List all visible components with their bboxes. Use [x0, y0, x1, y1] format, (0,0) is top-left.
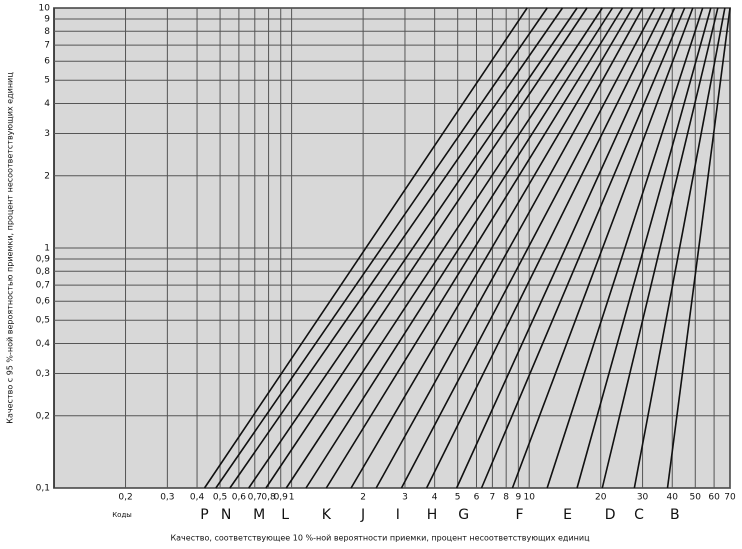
x-tick-label: 0,5 [213, 493, 227, 503]
series-line [203, 7, 528, 489]
y-axis-label: Качество с 95 %-ной вероятностью приемки… [6, 72, 15, 424]
series-line [480, 7, 686, 489]
x-tick-label: 10 [523, 493, 535, 503]
series-line [229, 7, 564, 489]
series-line [633, 7, 726, 489]
x-tick-label: 30 [637, 493, 649, 503]
x-tick-label: 50 [690, 493, 702, 503]
y-tick-label: 2 [44, 171, 50, 181]
series-line [400, 7, 656, 489]
series-line [576, 7, 712, 489]
x-tick-label: 20 [595, 493, 607, 503]
series-line [215, 7, 548, 489]
x-tick-label: 0,7 [248, 493, 262, 503]
code-label: D [605, 507, 616, 523]
y-tick-label: 7 [44, 41, 50, 51]
y-tick-label: 1 [44, 244, 50, 254]
x-tick-label: 0,6 [232, 493, 247, 503]
series-line [285, 7, 603, 489]
series-line [425, 7, 666, 489]
series-line [546, 7, 704, 489]
code-label: B [670, 507, 680, 523]
code-label: F [515, 507, 523, 523]
y-tick-label: 0,3 [36, 369, 50, 379]
x-tick-label: 6 [474, 493, 480, 503]
series-line [601, 7, 719, 489]
y-tick-label: 9 [44, 14, 50, 24]
x-tick-label: 60 [708, 493, 720, 503]
code-label: H [427, 507, 438, 523]
y-tick-label: 6 [44, 57, 50, 67]
series-line [666, 7, 731, 489]
x-tick-label: 0,8 [261, 493, 276, 503]
y-tick-label: 0,1 [36, 484, 50, 494]
y-tick-label: 3 [44, 129, 50, 139]
y-tick-label: 0,7 [36, 281, 50, 291]
series-line [511, 7, 694, 489]
x-tick-label: 0,9 [274, 493, 289, 503]
x-tick-label: 70 [724, 493, 736, 503]
x-tick-label: 4 [432, 493, 438, 503]
series-line [265, 7, 588, 489]
x-tick-label: 0,2 [118, 493, 132, 503]
code-label: L [281, 507, 289, 523]
y-tick-label: 0,6 [36, 297, 51, 307]
y-tick-label: 0,4 [36, 339, 51, 349]
code-label: G [458, 507, 469, 523]
y-tick-label: 8 [44, 27, 50, 37]
y-tick-label: 5 [44, 76, 50, 86]
x-axis-label: Качество, соответствующее 10 %-ной вероя… [170, 534, 590, 543]
series-line [375, 7, 644, 489]
x-tick-label: 0,4 [190, 493, 205, 503]
codes-label: Коды [112, 511, 132, 519]
x-tick-label: 7 [490, 493, 496, 503]
series-line [325, 7, 624, 489]
y-tick-label: 0,8 [36, 267, 51, 277]
code-label: J [360, 507, 365, 523]
code-label: P [200, 507, 208, 523]
x-tick-label: 1 [289, 493, 295, 503]
y-tick-label: 0,5 [36, 316, 50, 326]
x-tick-label: 5 [455, 493, 461, 503]
code-label: K [322, 507, 332, 523]
y-tick-label: 10 [39, 4, 51, 14]
x-tick-label: 8 [503, 493, 509, 503]
x-tick-label: 40 [667, 493, 679, 503]
code-label: E [563, 507, 572, 523]
series-line [248, 7, 578, 489]
x-tick-label: 0,3 [160, 493, 174, 503]
series-line [455, 7, 676, 489]
code-label: M [253, 507, 265, 523]
y-tick-label: 0,2 [36, 411, 50, 421]
x-tick-label: 2 [360, 493, 366, 503]
series-line [350, 7, 634, 489]
series-line [305, 7, 614, 489]
x-tick-label: 9 [515, 493, 521, 503]
y-tick-label: 4 [44, 99, 50, 109]
code-label: C [634, 507, 644, 523]
x-tick-label: 3 [402, 493, 408, 503]
y-tick-label: 0,9 [36, 254, 51, 264]
code-label: I [396, 507, 400, 523]
code-label: N [221, 507, 231, 523]
